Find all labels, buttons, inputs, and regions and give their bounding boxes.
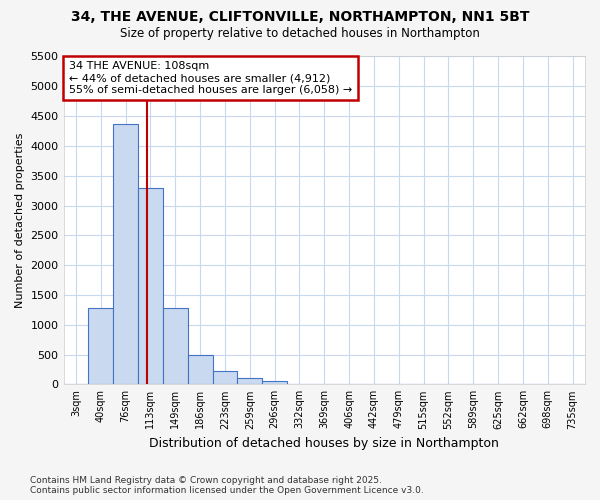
Y-axis label: Number of detached properties: Number of detached properties	[15, 132, 25, 308]
Bar	[138, 188, 163, 384]
Bar	[238, 378, 262, 384]
Bar	[88, 308, 113, 384]
Bar	[163, 308, 188, 384]
Bar	[262, 382, 287, 384]
Text: 34, THE AVENUE, CLIFTONVILLE, NORTHAMPTON, NN1 5BT: 34, THE AVENUE, CLIFTONVILLE, NORTHAMPTO…	[71, 10, 529, 24]
Text: 34 THE AVENUE: 108sqm
← 44% of detached houses are smaller (4,912)
55% of semi-d: 34 THE AVENUE: 108sqm ← 44% of detached …	[69, 62, 352, 94]
Bar	[212, 371, 238, 384]
Bar	[113, 124, 138, 384]
Bar	[188, 354, 212, 384]
Text: Size of property relative to detached houses in Northampton: Size of property relative to detached ho…	[120, 28, 480, 40]
Text: Contains HM Land Registry data © Crown copyright and database right 2025.
Contai: Contains HM Land Registry data © Crown c…	[30, 476, 424, 495]
X-axis label: Distribution of detached houses by size in Northampton: Distribution of detached houses by size …	[149, 437, 499, 450]
